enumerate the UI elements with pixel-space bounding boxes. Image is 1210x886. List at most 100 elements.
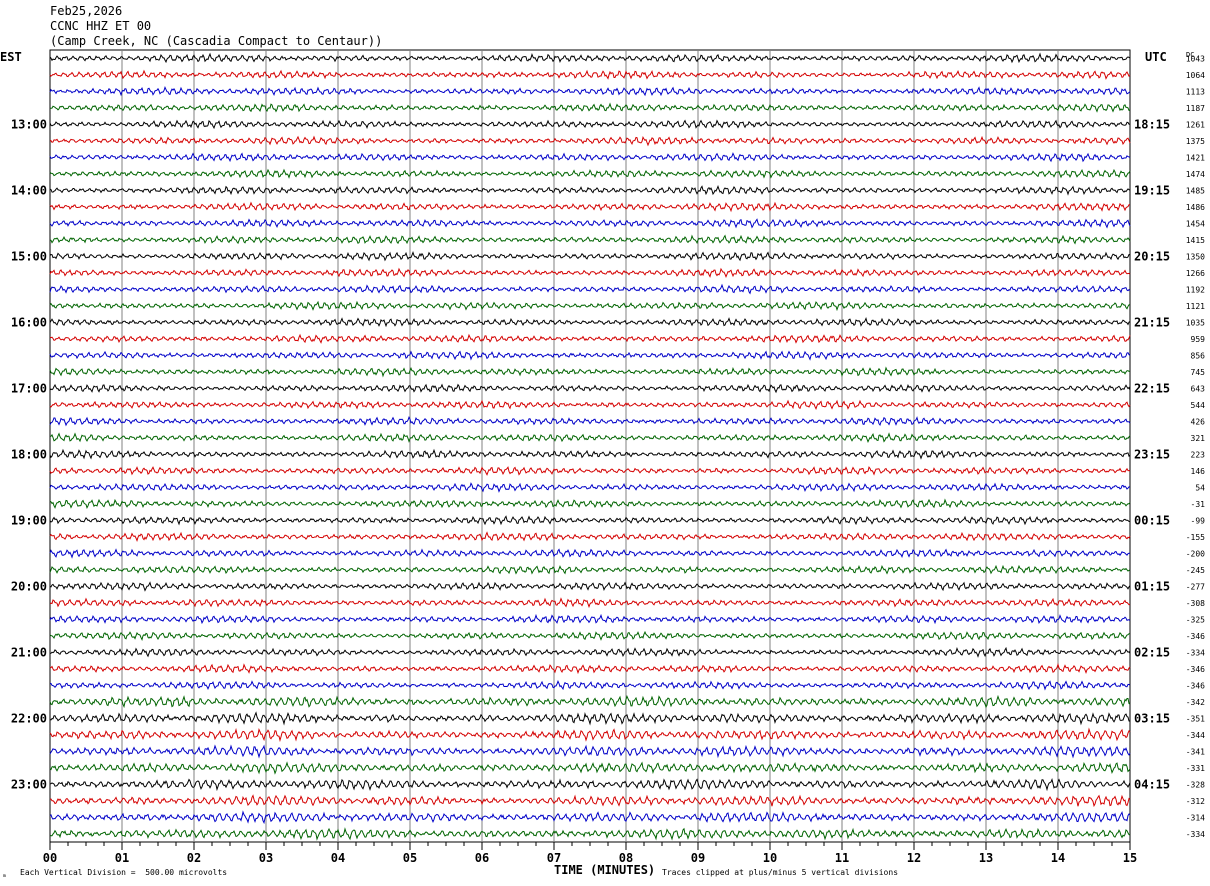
trace-33 (49, 597, 1131, 609)
trace-32 (49, 581, 1131, 592)
dc-offset-label: 1375 (1186, 137, 1205, 146)
trace-21 (49, 399, 1131, 411)
dc-offset-label: -325 (1186, 615, 1205, 624)
utc-axis-label: UTC (1145, 50, 1167, 64)
utc-hour-label: 23:15 (1134, 447, 1170, 461)
dc-offset-label: 959 (1191, 335, 1206, 344)
corner-mark: ₘ (2, 870, 7, 879)
x-tick-label: 12 (907, 851, 921, 865)
x-tick-label: 01 (115, 851, 129, 865)
utc-hour-label: 22:15 (1134, 381, 1170, 395)
est-hour-label: 16:00 (11, 315, 47, 329)
trace-44 (49, 778, 1131, 792)
x-tick-label: 03 (259, 851, 273, 865)
trace-19 (49, 366, 1131, 378)
dc-offset-label: -334 (1186, 648, 1205, 657)
dc-offset-label: -344 (1186, 731, 1205, 740)
dc-offset-label: -314 (1186, 813, 1205, 822)
trace-26 (49, 482, 1131, 493)
trace-10 (49, 218, 1131, 229)
dc-offset-label: 1415 (1186, 236, 1205, 245)
dc-offset-label: 1266 (1186, 269, 1205, 278)
x-tick-label: 06 (475, 851, 489, 865)
trace-0 (49, 52, 1131, 64)
dc-offset-label: 223 (1191, 450, 1206, 459)
trace-28 (49, 515, 1131, 526)
dc-offset-label: -331 (1186, 764, 1205, 773)
dc-offset-label: 1192 (1186, 285, 1205, 294)
est-hour-label: 19:00 (11, 513, 47, 527)
dc-offset-label: -346 (1186, 681, 1205, 690)
utc-hour-label: 21:15 (1134, 315, 1170, 329)
trace-9 (49, 201, 1131, 213)
dc-offset-label: -351 (1186, 714, 1205, 723)
x-tick-label: 00 (43, 851, 57, 865)
clip-note: Traces clipped at plus/minus 5 vertical … (662, 868, 899, 877)
dc-offset-label: 1121 (1186, 302, 1205, 311)
trace-18 (49, 350, 1131, 361)
est-hour-label: 13:00 (11, 117, 47, 131)
trace-15 (49, 300, 1131, 312)
trace-20 (49, 383, 1131, 394)
trace-27 (49, 498, 1131, 509)
dc-offset-label: 1113 (1186, 87, 1205, 96)
trace-17 (49, 333, 1131, 344)
chart-date: Feb25,2026 (50, 4, 123, 18)
dc-offset-label: 544 (1191, 401, 1206, 410)
x-tick-label: 02 (187, 851, 201, 865)
trace-12 (49, 251, 1131, 262)
trace-34 (49, 613, 1131, 625)
utc-hour-label: 19:15 (1134, 183, 1170, 197)
dc-offset-label: 54 (1195, 483, 1205, 492)
dc-offset-label: -99 (1191, 516, 1206, 525)
x-axis-title: TIME (MINUTES) (554, 863, 656, 877)
x-tick-label: 04 (331, 851, 345, 865)
dc-offset-label: 321 (1191, 434, 1206, 443)
dc-offset-label: -200 (1186, 549, 1205, 558)
est-hour-label: 15:00 (11, 249, 47, 263)
est-hour-label: 21:00 (11, 645, 47, 659)
x-tick-label: 05 (403, 851, 417, 865)
dc-axis-label: DC (1186, 51, 1194, 59)
x-tick-label: 10 (763, 851, 777, 865)
trace-6 (49, 152, 1131, 163)
trace-30 (49, 548, 1130, 559)
dc-offset-label: -245 (1186, 566, 1205, 575)
est-hour-label: 23:00 (11, 777, 47, 791)
dc-offset-label: -341 (1186, 747, 1205, 756)
trace-29 (49, 531, 1131, 542)
dc-offset-label: -328 (1186, 780, 1205, 789)
station-location: (Camp Creek, NC (Cascadia Compact to Cen… (50, 34, 383, 48)
utc-hour-label: 01:15 (1134, 579, 1170, 593)
trace-47 (49, 827, 1131, 841)
utc-hour-label: 02:15 (1134, 645, 1170, 659)
est-hour-label: 20:00 (11, 579, 47, 593)
dc-offset-label: -346 (1186, 632, 1205, 641)
trace-4 (49, 119, 1131, 130)
trace-39 (49, 694, 1131, 709)
dc-offset-label: -277 (1186, 582, 1205, 591)
trace-42 (49, 744, 1131, 759)
dc-offset-label: 1187 (1186, 104, 1205, 113)
trace-2 (49, 86, 1131, 97)
x-tick-label: 14 (1051, 851, 1065, 865)
est-hour-label: 22:00 (11, 711, 47, 725)
trace-3 (49, 102, 1131, 113)
trace-8 (49, 184, 1131, 196)
dc-offset-label: 1043 (1186, 54, 1205, 63)
trace-25 (49, 466, 1131, 476)
trace-46 (49, 810, 1131, 825)
dc-offset-label: 1485 (1186, 186, 1205, 195)
est-hour-label: 18:00 (11, 447, 47, 461)
dc-offset-label: 643 (1191, 384, 1206, 393)
x-tick-label: 15 (1123, 851, 1137, 865)
x-tick-label: 07 (547, 851, 561, 865)
trace-13 (49, 267, 1131, 279)
utc-hour-label: 04:15 (1134, 777, 1170, 791)
dc-offset-label: 1035 (1186, 318, 1205, 327)
utc-hour-label: 00:15 (1134, 513, 1170, 527)
trace-43 (49, 761, 1131, 775)
trace-37 (49, 662, 1131, 675)
trace-41 (49, 727, 1131, 743)
